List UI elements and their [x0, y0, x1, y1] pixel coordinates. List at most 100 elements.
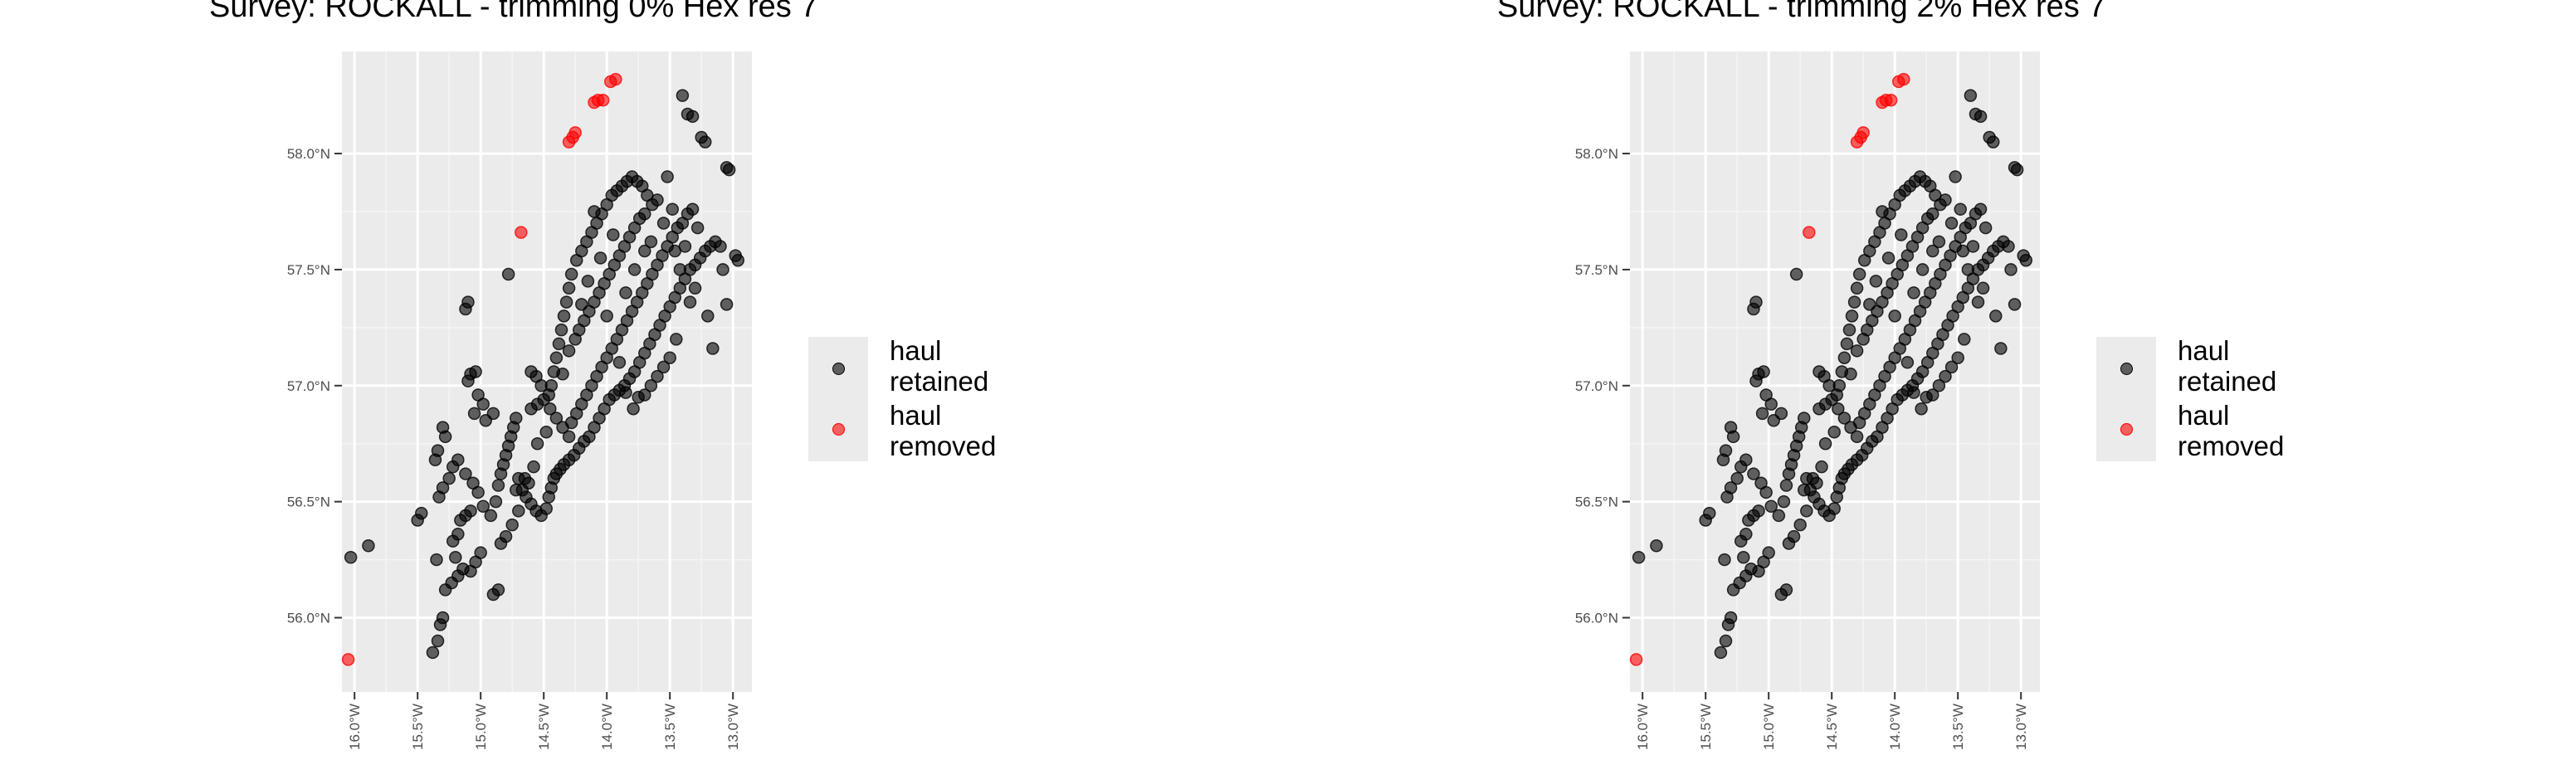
point-haul-retained [1869, 275, 1883, 288]
point-haul-retained [1907, 386, 1920, 399]
x-tick-label: 15.5°W [1698, 704, 1714, 750]
point-haul-retained [510, 412, 523, 425]
point-haul-retained [459, 467, 472, 480]
point-haul-retained [1907, 286, 1920, 300]
point-haul-retained [1800, 504, 1813, 518]
point-haul-retained [512, 504, 525, 518]
point-haul-retained [1737, 551, 1750, 564]
point-haul-retained [1850, 344, 1864, 358]
point-haul-retained [2008, 298, 2022, 311]
point-haul-retained [505, 518, 519, 532]
point-haul-retained [593, 251, 607, 265]
chart-title: Survey: ROCKALL - trimming 0% Hex res 7 [209, 0, 818, 24]
point-haul-retained [415, 506, 428, 520]
point-haul-retained [1971, 295, 1985, 309]
plot-background [342, 51, 752, 692]
point-haul-retained [1757, 365, 1770, 378]
point-haul-retained [607, 228, 620, 241]
legend-key-background [808, 337, 868, 461]
point-haul-retained [1915, 263, 1930, 276]
point-haul-retained [542, 388, 556, 402]
point-haul-retained [1850, 430, 1864, 444]
point-haul-retained [1961, 263, 1975, 276]
point-haul-retained [2010, 163, 2024, 177]
x-tick-label: 14.5°W [536, 704, 552, 750]
legend-label-retained: haul retained [890, 335, 1056, 397]
point-haul-retained [1650, 539, 1663, 553]
legend-label-line: removed [2178, 431, 2285, 461]
legend-label-removed: haul removed [890, 400, 1056, 461]
point-haul-retained [1774, 407, 1788, 421]
point-haul-retained [476, 499, 490, 513]
point-haul-retained [1987, 135, 2000, 149]
point-haul-retained [554, 323, 568, 337]
point-haul-retained [428, 453, 442, 467]
point-haul-retained [1857, 253, 1871, 267]
point-haul-retained [467, 407, 481, 421]
x-tick-label: 15.5°W [410, 704, 426, 750]
x-tick-label: 14.0°W [599, 704, 615, 750]
point-haul-retained [1837, 351, 1852, 364]
point-haul-retained [627, 263, 642, 276]
point-haul-retained [530, 436, 544, 451]
legend-label-retained: haul retained [2178, 335, 2344, 397]
point-haul-retained [1920, 391, 1933, 404]
y-tick-label: 57.5°N [287, 262, 330, 278]
y-tick-label: 56.0°N [287, 610, 330, 626]
point-haul-retained [1956, 244, 1970, 258]
x-tick-label: 14.5°W [1824, 704, 1840, 750]
point-haul-retained [474, 546, 487, 559]
point-haul-retained [1762, 546, 1775, 559]
point-haul-retained [1818, 436, 1832, 451]
point-haul-retained [1926, 244, 1939, 258]
x-tick-label: 15.0°W [473, 704, 489, 750]
point-haul-retained [644, 379, 658, 392]
point-haul-retained [731, 253, 745, 267]
point-haul-retained [476, 397, 490, 411]
point-haul-retained [1832, 402, 1845, 416]
legend-key-background [2096, 337, 2156, 461]
point-haul-retained [539, 502, 553, 515]
point-haul-retained [1876, 205, 1889, 218]
point-haul-retained [656, 360, 671, 374]
point-haul-retained [1815, 460, 1828, 474]
point-haul-retained [1810, 476, 1823, 490]
point-haul-retained [1718, 553, 1731, 567]
point-haul-retained [1850, 281, 1864, 295]
point-haul-removed [596, 93, 610, 107]
point-haul-retained [451, 528, 465, 541]
point-haul-retained [1926, 207, 1939, 221]
point-haul-retained [557, 309, 571, 323]
point-haul-retained [1827, 425, 1841, 439]
point-haul-retained [1852, 267, 1866, 281]
point-haul-retained [564, 267, 578, 281]
point-haul-retained [1798, 483, 1811, 497]
point-haul-retained [1798, 412, 1811, 425]
point-haul-retained [1755, 407, 1769, 421]
point-haul-retained [688, 281, 702, 295]
point-haul-removed [1884, 93, 1898, 107]
y-tick-label: 56.5°N [287, 494, 330, 510]
point-haul-retained [683, 295, 697, 309]
y-tick-label: 56.0°N [1575, 610, 1618, 626]
point-haul-retained [1772, 509, 1786, 523]
legend-label-line: haul [890, 400, 942, 431]
point-haul-retained [714, 240, 727, 253]
point-haul-retained [552, 337, 566, 351]
y-tick-label: 57.5°N [1575, 262, 1618, 278]
point-haul-retained [1973, 202, 1988, 216]
point-haul-retained [1845, 309, 1859, 323]
point-haul-retained [1764, 397, 1778, 411]
point-haul-retained [668, 244, 682, 258]
point-haul-removed [609, 72, 622, 86]
point-haul-retained [1632, 551, 1646, 564]
point-haul-retained [1703, 506, 1716, 520]
x-tick-label: 13.5°W [662, 704, 678, 750]
x-tick-label: 13.0°W [725, 704, 741, 750]
x-tick-label: 16.0°W [1635, 704, 1651, 750]
point-haul-retained [436, 611, 450, 625]
point-haul-retained [544, 402, 557, 416]
point-haul-retained [627, 402, 640, 416]
point-haul-retained [1844, 368, 1857, 381]
legend-key-removed [832, 423, 845, 436]
